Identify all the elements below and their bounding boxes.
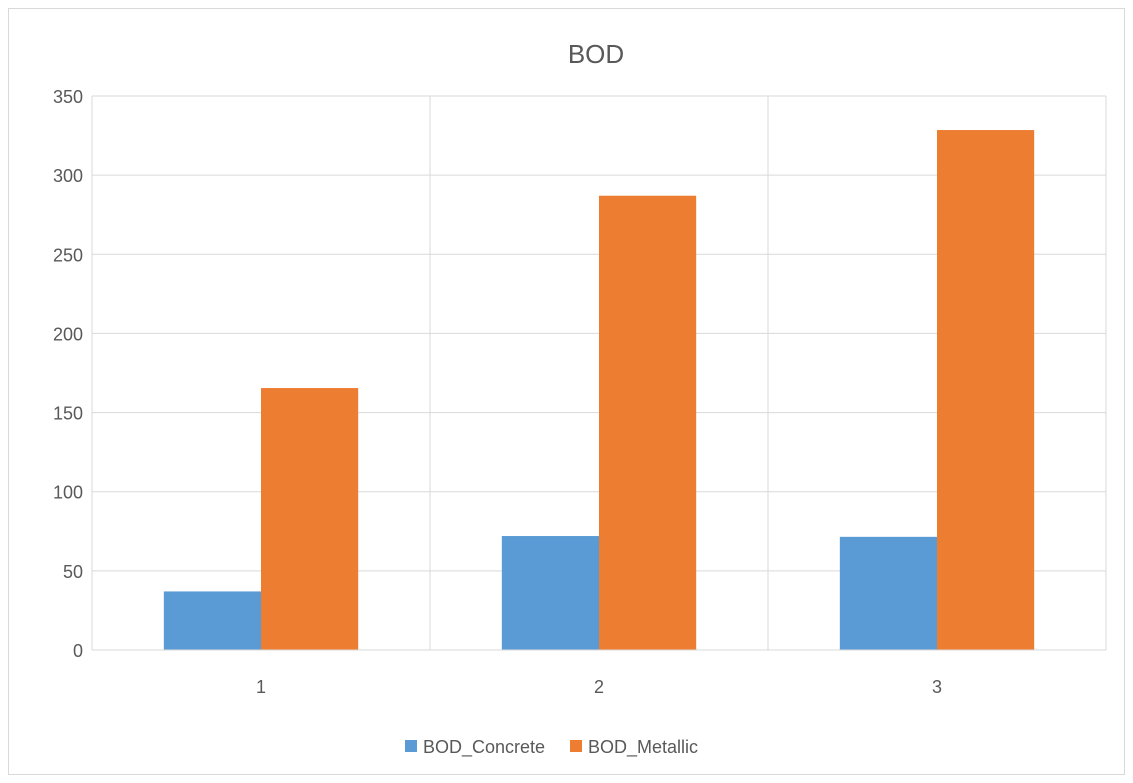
legend-item: BOD_Concrete: [405, 737, 545, 758]
bar-bod-metallic: [599, 195, 697, 650]
chart-title: BOD: [568, 39, 624, 69]
bar-bod-concrete: [839, 536, 937, 650]
y-tick-label: 300: [53, 166, 83, 186]
legend-label: BOD_Metallic: [588, 737, 698, 758]
y-tick-label: 200: [53, 324, 83, 344]
x-tick-label: 1: [256, 677, 266, 697]
legend-swatch: [405, 740, 417, 752]
axes: 0 50 100 150 200 250 300 350 1 2 3: [53, 87, 1106, 697]
legend: BOD_Concrete BOD_Metallic: [405, 737, 698, 758]
legend-swatch: [570, 740, 582, 752]
y-tick-label: 0: [73, 641, 83, 661]
bar-bod-concrete: [163, 591, 261, 650]
y-tick-label: 150: [53, 404, 83, 424]
legend-item: BOD_Metallic: [570, 737, 698, 758]
y-tick-label: 50: [63, 562, 83, 582]
bar-bod-metallic: [261, 388, 359, 650]
bar-bod-metallic: [937, 130, 1035, 650]
bar-bod-concrete: [501, 536, 599, 650]
legend-label: BOD_Concrete: [423, 737, 545, 758]
y-tick-label: 250: [53, 245, 83, 265]
x-tick-label: 3: [932, 677, 942, 697]
y-tick-label: 350: [53, 87, 83, 107]
x-tick-label: 2: [594, 677, 604, 697]
bars: [163, 130, 1035, 650]
y-tick-label: 100: [53, 483, 83, 503]
